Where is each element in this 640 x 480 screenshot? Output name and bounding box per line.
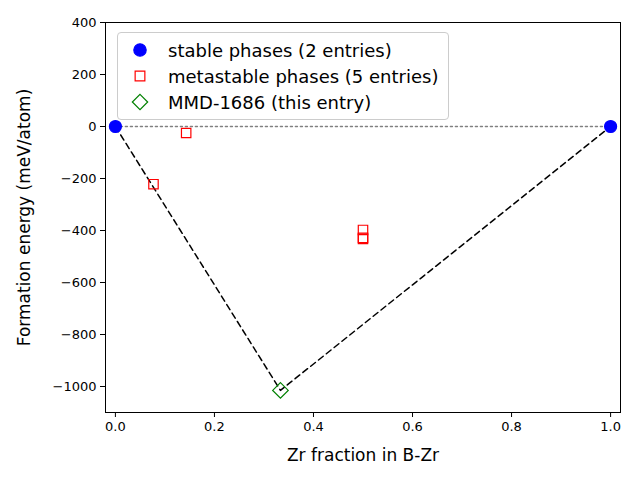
svg-text:0.2: 0.2 bbox=[204, 419, 225, 434]
svg-text:400: 400 bbox=[72, 15, 97, 30]
svg-text:0.4: 0.4 bbox=[303, 419, 324, 434]
svg-text:−1000: −1000 bbox=[53, 379, 97, 394]
svg-text:1.0: 1.0 bbox=[600, 419, 621, 434]
svg-text:Zr fraction in B-Zr: Zr fraction in B-Zr bbox=[287, 445, 439, 465]
svg-text:−200: −200 bbox=[61, 171, 97, 186]
html-text:stable phases (2 entries): stable phases (2 entries) bbox=[168, 39, 392, 61]
html-text:MMD-1686 (this entry): MMD-1686 (this entry) bbox=[168, 91, 372, 113]
svg-text:200: 200 bbox=[72, 67, 97, 82]
svg-text:−400: −400 bbox=[61, 223, 97, 238]
svg-text:−800: −800 bbox=[61, 327, 97, 342]
svg-text:0.6: 0.6 bbox=[402, 419, 423, 434]
svg-text:−600: −600 bbox=[61, 275, 97, 290]
svg-text:0: 0 bbox=[88, 119, 96, 134]
svg-text:Formation energy (meV/atom): Formation energy (meV/atom) bbox=[14, 89, 34, 347]
svg-text:0.8: 0.8 bbox=[501, 419, 522, 434]
html-text:metastable phases (5 entries): metastable phases (5 entries) bbox=[168, 65, 439, 87]
svg-text:0.0: 0.0 bbox=[105, 419, 126, 434]
